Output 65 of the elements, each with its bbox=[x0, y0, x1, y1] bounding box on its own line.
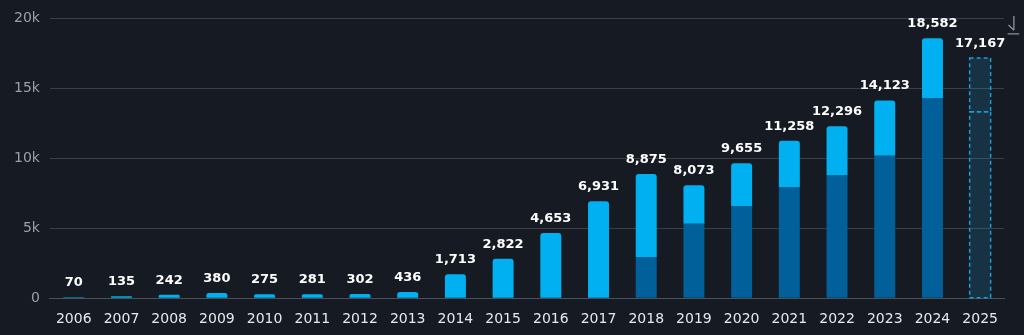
bar bbox=[635, 174, 657, 257]
total-label: 8,875 bbox=[625, 150, 667, 166]
bar bbox=[540, 233, 562, 298]
total-label: 275 bbox=[251, 271, 279, 287]
total-label: 18,582 bbox=[907, 15, 958, 31]
bar bbox=[683, 223, 705, 298]
total-label: 2,822 bbox=[482, 235, 524, 251]
x-tick-label: 2015 bbox=[485, 310, 521, 327]
total-label: 4,653 bbox=[530, 209, 572, 225]
bar bbox=[826, 175, 848, 298]
total-label: 1,713 bbox=[434, 251, 476, 267]
total-label: 70 bbox=[64, 274, 83, 290]
y-tick-label: 10k bbox=[14, 148, 41, 165]
bar bbox=[588, 201, 610, 298]
total-label: 135 bbox=[107, 273, 136, 289]
x-tick-label: 2018 bbox=[628, 310, 665, 327]
x-tick-label: 2009 bbox=[199, 310, 235, 327]
total-label: 380 bbox=[203, 269, 231, 285]
y-tick-label: 5k bbox=[22, 218, 41, 235]
total-label: 8,073 bbox=[673, 162, 715, 178]
x-tick-label: 2011 bbox=[294, 310, 331, 327]
bar bbox=[874, 100, 896, 156]
x-tick-label: 2023 bbox=[866, 310, 903, 327]
x-tick-label: 2020 bbox=[723, 310, 760, 327]
y-tick-label: 15k bbox=[14, 78, 41, 95]
bar bbox=[826, 126, 848, 176]
bar bbox=[635, 256, 657, 298]
bar bbox=[921, 98, 943, 298]
x-tick-label: 2024 bbox=[914, 310, 951, 327]
total-label: 14,123 bbox=[859, 77, 910, 93]
total-label: 6,931 bbox=[577, 178, 620, 194]
total-label: 302 bbox=[346, 270, 374, 286]
x-tick-label: 2019 bbox=[676, 310, 712, 327]
bar bbox=[731, 163, 753, 207]
x-tick-label: 2025 bbox=[962, 310, 998, 327]
total-label: 9,655 bbox=[721, 140, 763, 155]
bar bbox=[444, 274, 466, 298]
bar bbox=[921, 38, 943, 99]
x-tick-label: 2021 bbox=[771, 310, 808, 327]
total-label: 436 bbox=[394, 268, 422, 284]
x-tick-label: 2008 bbox=[151, 310, 187, 327]
bar bbox=[206, 292, 228, 298]
y-tick-label: 20k bbox=[14, 9, 41, 26]
x-tick-label: 2017 bbox=[580, 310, 617, 327]
x-tick-label: 2022 bbox=[819, 310, 855, 327]
bar bbox=[778, 140, 800, 188]
x-tick-label: 2013 bbox=[389, 310, 426, 327]
bar bbox=[492, 258, 514, 298]
x-tick-label: 2014 bbox=[437, 310, 474, 327]
bar bbox=[874, 155, 896, 298]
x-tick-label: 2007 bbox=[103, 310, 140, 327]
y-tick-label: 0 bbox=[31, 288, 40, 305]
total-label: 11,258 bbox=[764, 117, 815, 133]
x-tick-label: 2010 bbox=[246, 310, 283, 327]
bar bbox=[683, 185, 705, 224]
bar bbox=[397, 292, 419, 298]
bar bbox=[778, 187, 800, 298]
total-label: 242 bbox=[155, 271, 183, 287]
x-tick-label: 2006 bbox=[55, 310, 92, 327]
bar bbox=[731, 206, 753, 298]
x-tick-label: 2016 bbox=[532, 310, 569, 327]
total-label: 12,296 bbox=[811, 103, 863, 119]
x-tick-label: 2012 bbox=[342, 310, 378, 327]
total-label: 17,167 bbox=[955, 34, 1006, 50]
total-label: 281 bbox=[298, 271, 326, 287]
